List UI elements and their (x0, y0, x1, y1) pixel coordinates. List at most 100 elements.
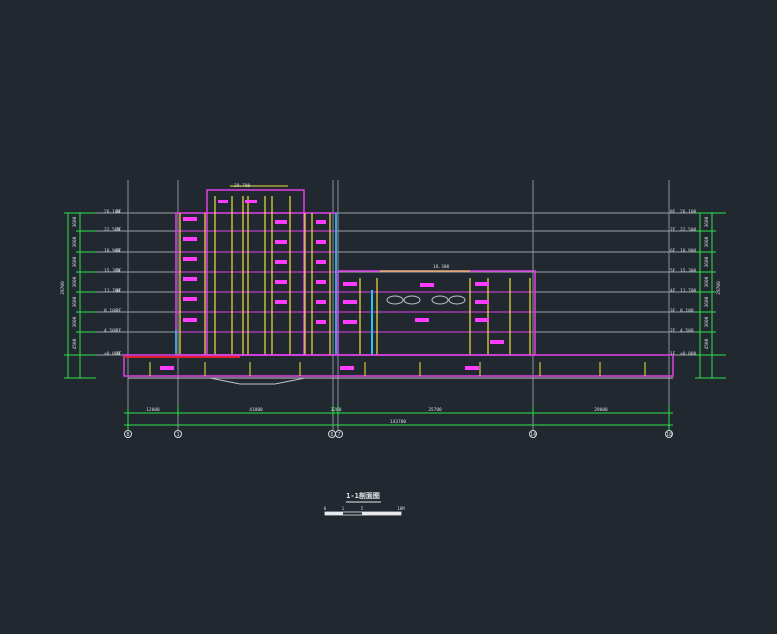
skylight-dome (448, 295, 466, 305)
axis-label: 6 (330, 432, 333, 438)
basement-outline (123, 354, 674, 377)
dim-text: 41000 (249, 407, 263, 413)
level-floor-text: 3F (116, 308, 122, 314)
drawing-title: 1-1剖面图 (346, 491, 380, 500)
level-floor-text: 6F (670, 248, 676, 254)
level-elev-text: 15.300 (104, 268, 121, 274)
scale-bar-segment (362, 512, 401, 515)
dim-text: 3600 (704, 256, 710, 267)
tower-block (175, 185, 337, 356)
room-label-mark (316, 240, 326, 244)
level-elev-text: 8.100 (680, 308, 694, 314)
room-label-mark (343, 300, 357, 304)
axis-bubble (665, 430, 673, 438)
total-height-text: 29700 (60, 281, 66, 295)
room-label-mark (275, 240, 287, 244)
axis-bubbles: B 1 6 7 14 18 (124, 430, 673, 438)
dim-text: 3600 (72, 256, 78, 267)
level-elev-text: 8.100 (104, 308, 118, 314)
level-elev-text: 18.900 (104, 248, 121, 254)
dim-text: 1200 (331, 407, 342, 413)
dim-text: 35700 (428, 407, 442, 413)
level-elev-text: 22.500 (680, 227, 697, 233)
level-floor-text: 5F (116, 268, 122, 274)
level-elev-text: 18.900 (680, 248, 697, 254)
ground-floor-strip (123, 354, 674, 385)
room-label-mark (183, 318, 197, 322)
axis-bubble (335, 430, 343, 438)
scale-bar-label: 5 (361, 506, 364, 511)
axis-label: B (126, 432, 129, 438)
level-elev-text: 11.700 (104, 288, 121, 294)
level-floor-text: 2F (116, 328, 122, 334)
dim-text: 3600 (72, 316, 78, 327)
room-label-mark (275, 300, 287, 304)
room-label-mark (490, 340, 504, 344)
axis-label: 14 (530, 432, 536, 438)
axis-grid-lines (127, 180, 670, 430)
level-floor-text: 2F (670, 328, 676, 334)
room-label-mark (183, 237, 197, 241)
room-label-mark (275, 280, 287, 284)
dim-text: 12000 (146, 407, 160, 413)
dim-text: 3600 (704, 276, 710, 287)
room-label-mark (316, 260, 326, 264)
scale-bar-label: 1 (342, 506, 345, 511)
room-label-mark (316, 300, 326, 304)
level-elev-text: 22.500 (104, 227, 121, 233)
room-label-mark (316, 220, 326, 224)
room-label-marks (160, 200, 504, 370)
dim-text: 4500 (72, 338, 78, 349)
level-elev-text: 4.500 (104, 328, 118, 334)
roof-elev-text: 29.700 (234, 183, 251, 189)
level-floor-text: 1F (116, 351, 122, 357)
level-elev-text: ±0.000 (680, 351, 697, 357)
level-floor-text: 1F (670, 351, 676, 357)
axis-bubble (174, 430, 182, 438)
dim-text: 3600 (704, 216, 710, 227)
room-label-mark (183, 297, 197, 301)
dim-text: 3600 (72, 216, 78, 227)
room-label-mark (340, 366, 354, 370)
dim-text: 3600 (704, 316, 710, 327)
room-label-mark (316, 320, 326, 324)
room-label-mark (475, 300, 489, 304)
room-label-mark (183, 257, 197, 261)
scale-bar-label: 0 (324, 506, 327, 511)
dim-text: 3600 (704, 296, 710, 307)
level-floor-text: 7F (116, 227, 122, 233)
room-label-mark (343, 320, 357, 324)
scale-bar-segment (325, 512, 343, 515)
level-floor-text: 8F (670, 209, 676, 215)
level-elev-text: 15.300 (680, 268, 697, 274)
dim-text: 3600 (72, 276, 78, 287)
horizontal-dimension: 12000 41000 1200 35700 29000 143700 (124, 406, 673, 430)
skylight-dome (403, 295, 421, 305)
room-label-mark (475, 282, 489, 286)
level-elev-text: 26.100 (680, 209, 697, 215)
left-vertical-dimension: 3600 3600 3600 3600 3600 3600 4500 29700 (60, 212, 96, 379)
axis-label: 1 (176, 432, 179, 438)
podium-outline (337, 270, 536, 356)
level-floor-text: 7F (670, 227, 676, 233)
axis-label: 7 (337, 432, 340, 438)
level-floor-text: 3F (670, 308, 676, 314)
right-vertical-dimension: 3600 3600 3600 3600 3600 3600 4500 29700 (695, 212, 726, 379)
room-label-mark (218, 200, 228, 203)
room-label-mark (160, 366, 174, 370)
dim-text: 4500 (704, 338, 710, 349)
level-elev-text: 11.700 (680, 288, 697, 294)
room-label-mark (415, 318, 429, 322)
level-floor-text: 4F (116, 288, 122, 294)
level-floor-text: 8F (116, 209, 122, 215)
level-elev-text: 4.500 (680, 328, 694, 334)
level-elev-text: 26.100 (104, 209, 121, 215)
right-level-tags: 8F 26.100 7F 22.500 6F 18.900 5F 15.300 … (670, 209, 697, 357)
drawing-title-block: 1-1剖面图 0 1 5 10M (324, 491, 405, 516)
level-floor-text: 6F (116, 248, 122, 254)
level-floor-text: 5F (670, 268, 676, 274)
room-label-mark (475, 318, 489, 322)
room-label-mark (465, 366, 479, 370)
